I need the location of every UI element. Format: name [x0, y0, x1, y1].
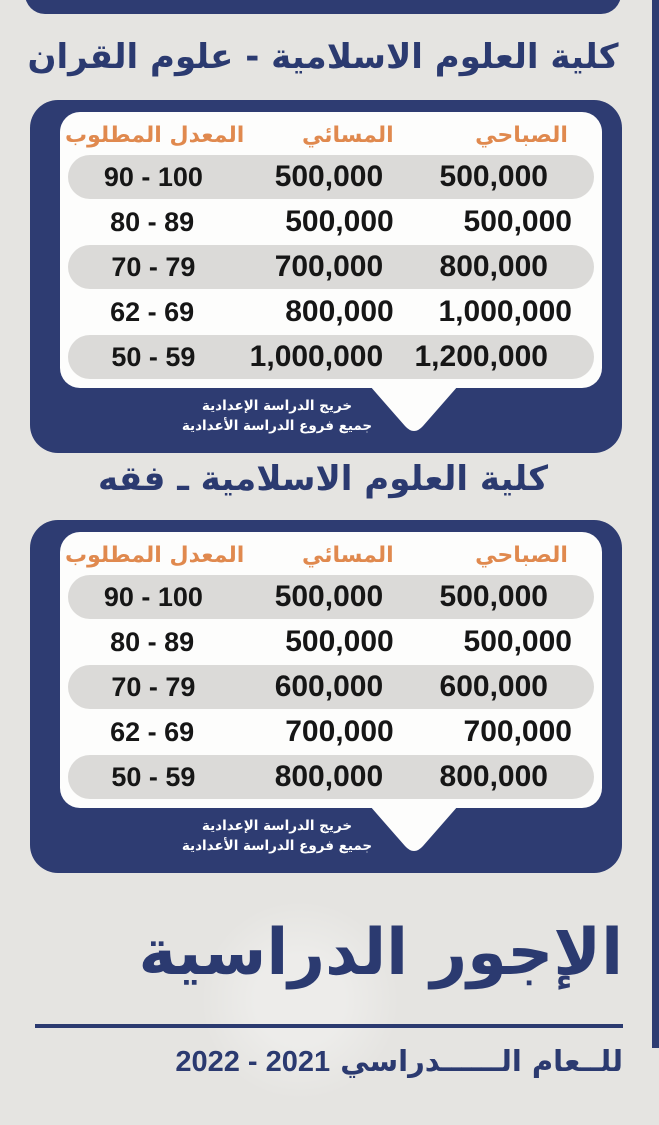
header-morning: الصباحي: [475, 122, 568, 148]
table-row: 62 - 69 800,000 1,000,000: [60, 289, 602, 335]
morning-fee: 500,000: [439, 160, 548, 193]
quran-fees-table: المعدل المطلوب المسائي الصباحي 90 - 100 …: [60, 112, 602, 388]
header-morning: الصباحي: [475, 542, 568, 568]
average-range: 80 - 89: [110, 206, 195, 237]
eligibility-note: خريج الدراسة الإعدادية جميع فروع الدراسة…: [158, 816, 396, 857]
evening-fee: 500,000: [285, 625, 394, 658]
evening-fee: 700,000: [285, 715, 394, 748]
table-row: 62 - 69 700,000 700,000: [60, 709, 602, 755]
morning-fee: 500,000: [463, 205, 572, 238]
average-range: 70 - 79: [111, 251, 196, 282]
note-line2: جميع فروع الدراسة الأعدادية: [181, 838, 373, 855]
academic-year-subtitle: للــعام الــــــدراسي 2021 - 2022: [25, 1038, 623, 1085]
section2-title: كلية العلوم الاسلامية ـ فقه: [98, 459, 548, 499]
note-line1: خريج الدراسة الإعدادية: [201, 398, 353, 414]
header-evening: المسائي: [301, 542, 394, 568]
fiqh-fees-card: المعدل المطلوب المسائي الصباحي 90 - 100 …: [30, 520, 622, 873]
header-evening: المسائي: [301, 122, 394, 148]
evening-fee: 500,000: [274, 580, 384, 613]
poster-main-title: الإجور الدراسية: [138, 916, 623, 990]
morning-fee: 700,000: [463, 715, 572, 748]
table-row: 90 - 100 500,000 500,000: [68, 575, 594, 619]
average-range: 50 - 59: [111, 341, 196, 372]
table-row: 50 - 59 800,000 800,000: [68, 755, 594, 799]
average-range: 62 - 69: [110, 296, 195, 327]
morning-fee: 1,000,000: [438, 295, 572, 328]
morning-fee: 500,000: [463, 625, 572, 658]
fiqh-fees-table: المعدل المطلوب المسائي الصباحي 90 - 100 …: [60, 532, 602, 808]
speech-bubble-tail: [370, 806, 458, 851]
eligibility-note: خريج الدراسة الإعدادية جميع فروع الدراسة…: [158, 396, 396, 437]
cropped-card-top: [25, 0, 621, 14]
right-edge-strip: [652, 0, 659, 1048]
table-header-row: المعدل المطلوب المسائي الصباحي: [60, 537, 602, 575]
evening-fee: 800,000: [285, 295, 394, 328]
title-underline: [35, 1024, 623, 1028]
table-row: 80 - 89 500,000 500,000: [60, 199, 602, 245]
average-range: 62 - 69: [110, 716, 195, 747]
average-range: 50 - 59: [111, 761, 196, 792]
evening-fee: 500,000: [285, 205, 394, 238]
morning-fee: 800,000: [439, 760, 548, 793]
speech-bubble-tail: [370, 386, 458, 431]
morning-fee: 800,000: [439, 250, 548, 283]
section1-title: كلية العلوم الاسلامية - علوم القران: [27, 37, 619, 77]
academic-year-label: للــعام الــــــدراسي: [340, 1044, 623, 1078]
header-required-average: المعدل المطلوب: [64, 122, 245, 148]
morning-fee: 1,200,000: [414, 340, 548, 373]
table-row: 70 - 79 700,000 800,000: [68, 245, 594, 289]
table-row: 50 - 59 1,000,000 1,200,000: [68, 335, 594, 379]
morning-fee: 500,000: [439, 580, 548, 613]
average-range: 70 - 79: [111, 671, 196, 702]
average-range: 80 - 89: [110, 626, 195, 657]
average-range: 90 - 100: [103, 581, 203, 612]
evening-fee: 700,000: [274, 250, 384, 283]
table-header-row: المعدل المطلوب المسائي الصباحي: [60, 117, 602, 155]
academic-year-range: 2021 - 2022: [175, 1046, 331, 1078]
table-row: 80 - 89 500,000 500,000: [60, 619, 602, 665]
note-line1: خريج الدراسة الإعدادية: [201, 818, 353, 834]
average-range: 90 - 100: [103, 161, 203, 192]
evening-fee: 500,000: [274, 160, 384, 193]
table-row: 90 - 100 500,000 500,000: [68, 155, 594, 199]
header-required-average: المعدل المطلوب: [64, 542, 245, 568]
note-line2: جميع فروع الدراسة الأعدادية: [181, 418, 373, 435]
evening-fee: 800,000: [274, 760, 384, 793]
evening-fee: 1,000,000: [249, 340, 384, 373]
evening-fee: 600,000: [274, 670, 384, 703]
quran-sciences-fees-card: المعدل المطلوب المسائي الصباحي 90 - 100 …: [30, 100, 622, 453]
table-row: 70 - 79 600,000 600,000: [68, 665, 594, 709]
morning-fee: 600,000: [439, 670, 548, 703]
